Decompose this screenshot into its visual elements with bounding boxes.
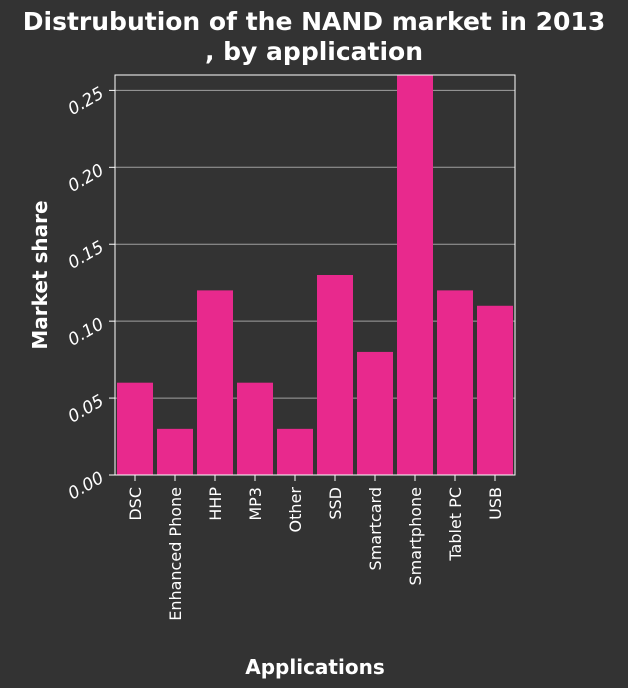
bar-enhanced-phone [157, 428, 193, 475]
y-tick-label-2: 0.10 [65, 314, 108, 350]
x-tick-label-0: DSC [126, 487, 145, 521]
x-tick-label-8: Tablet PC [446, 487, 465, 562]
x-tick-label-5: SSD [326, 487, 345, 520]
y-tick-label-5: 0.25 [65, 83, 108, 119]
x-tick-label-7: Smartphone [406, 487, 425, 585]
x-tick-label-1: Enhanced Phone [166, 487, 185, 621]
x-tick-label-9: USB [486, 487, 505, 520]
y-tick-label-0: 0.00 [65, 468, 108, 504]
bar-smartcard [357, 351, 393, 475]
bars [117, 75, 513, 475]
bar-mp3 [237, 382, 273, 475]
chart-title-line-1: Distrubution of the NAND market in 2013 [23, 7, 605, 36]
bar-dsc [117, 382, 153, 475]
x-tick-label-2: HHP [206, 487, 225, 521]
x-axis-label: Applications [245, 655, 384, 679]
x-ticks: DSC Enhanced Phone HHP MP3 Other SSD Smartcard… [126, 475, 505, 621]
y-tick-label-4: 0.20 [65, 160, 108, 196]
bar-other [277, 428, 313, 475]
bar-tablet-pc [437, 290, 473, 475]
y-tick-label-1: 0.05 [65, 391, 108, 427]
y-tick-label-3: 0.15 [65, 237, 108, 273]
chart-title-line-2: , by application [205, 37, 423, 66]
plot-frame [114, 74, 516, 476]
bar-usb [477, 305, 513, 475]
x-tick-label-3: MP3 [246, 487, 265, 521]
bar-hhp [197, 290, 233, 475]
bar-ssd [317, 275, 353, 475]
x-tick-label-4: Other [286, 487, 305, 533]
bar-smartphone [397, 75, 433, 475]
y-axis-label: Market share [28, 200, 52, 349]
x-tick-label-6: Smartcard [366, 487, 385, 570]
y-ticks: 0.00 0.05 0.10 0.15 0.20 0.25 [65, 83, 115, 504]
